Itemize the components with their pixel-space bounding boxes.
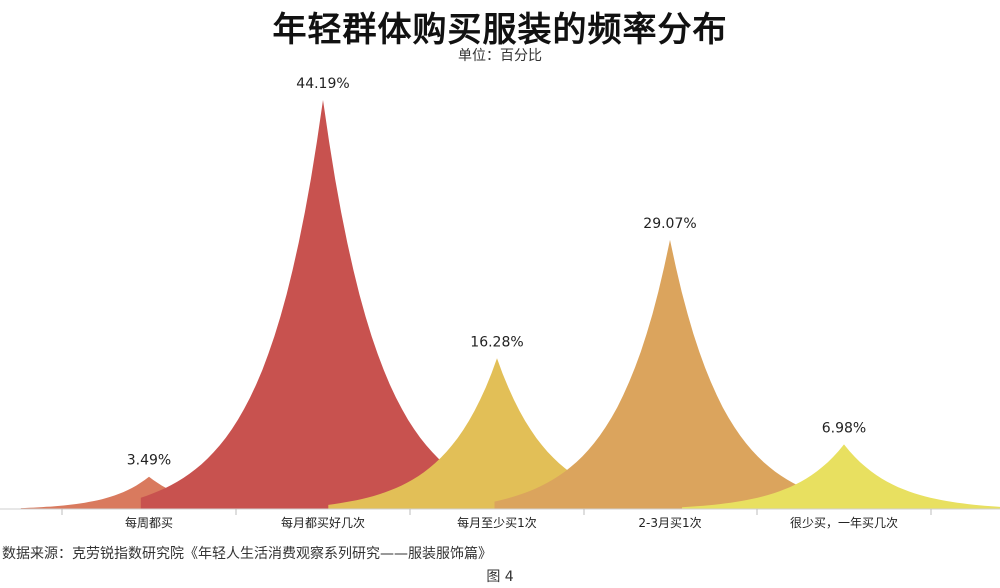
value-label-monthly-once: 16.28% bbox=[470, 334, 523, 350]
category-label-monthly-several: 每月都买好几次 bbox=[281, 515, 365, 530]
peak-rarely bbox=[682, 444, 1000, 509]
peak-monthly-once bbox=[328, 358, 666, 509]
category-label-rarely: 很少买，一年买几次 bbox=[790, 516, 898, 530]
peak-weekly bbox=[20, 476, 278, 509]
chart-subtitle: 单位：百分比 bbox=[458, 48, 542, 64]
category-label-monthly-once: 每月至少买1次 bbox=[457, 515, 537, 530]
category-label-every-2-3-months: 2-3月买1次 bbox=[638, 516, 701, 530]
value-label-weekly: 3.49% bbox=[127, 453, 171, 469]
peak-every-2-3-months bbox=[494, 239, 846, 509]
peak-monthly-several bbox=[140, 100, 506, 509]
value-label-every-2-3-months: 29.07% bbox=[643, 216, 696, 232]
chart-title: 年轻群体购买服装的频率分布 bbox=[272, 10, 728, 50]
category-label-weekly: 每周都买 bbox=[125, 515, 173, 530]
value-label-monthly-several: 44.19% bbox=[296, 76, 349, 92]
data-source: 数据来源：克劳锐指数研究院《年轻人生活消费观察系列研究——服装服饰篇》 bbox=[2, 546, 492, 562]
figure-caption: 图 4 bbox=[486, 569, 514, 585]
value-label-rarely: 6.98% bbox=[822, 420, 866, 436]
